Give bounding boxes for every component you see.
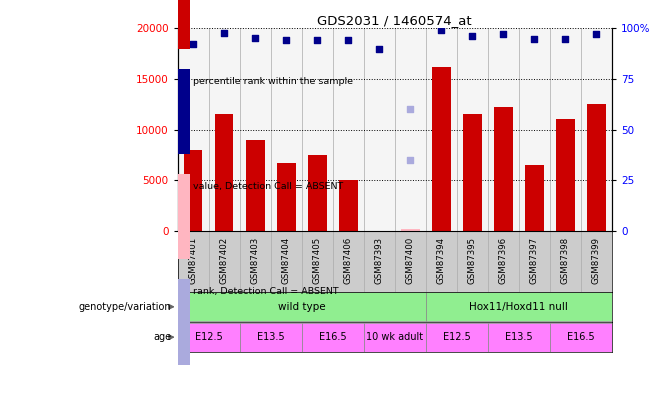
Text: E12.5: E12.5 [195,332,222,342]
Point [343,37,353,44]
Point [467,33,478,40]
Bar [178,322,240,352]
Text: GSM87405: GSM87405 [313,237,322,284]
Bar [302,322,364,352]
Text: E16.5: E16.5 [567,332,595,342]
Point [436,27,447,34]
Text: E16.5: E16.5 [319,332,347,342]
Point [591,31,601,38]
Point [529,36,540,43]
Bar [401,229,420,231]
Text: GSM87406: GSM87406 [343,237,353,284]
Text: percentile rank within the sample: percentile rank within the sample [193,77,353,85]
Bar [426,292,612,322]
Bar [339,180,357,231]
Text: GSM87393: GSM87393 [375,237,384,284]
Point [219,30,230,36]
Text: age: age [153,332,171,342]
Point [405,106,416,113]
Bar [463,114,482,231]
Bar [587,104,606,231]
Text: 10 wk adult: 10 wk adult [367,332,423,342]
Title: GDS2031 / 1460574_at: GDS2031 / 1460574_at [318,14,472,27]
Point [312,37,322,44]
Bar [426,322,488,352]
Bar [246,140,265,231]
Bar [550,322,612,352]
Text: GSM87402: GSM87402 [220,237,229,284]
Text: GSM87398: GSM87398 [561,237,570,284]
Bar [488,322,550,352]
Bar [215,114,234,231]
Point [281,37,291,44]
Bar [525,165,544,231]
Text: Hox11/Hoxd11 null: Hox11/Hoxd11 null [469,302,569,312]
Text: GSM87401: GSM87401 [189,237,197,284]
Text: rank, Detection Call = ABSENT: rank, Detection Call = ABSENT [193,287,338,296]
Text: E13.5: E13.5 [505,332,533,342]
Bar [364,322,426,352]
Text: E13.5: E13.5 [257,332,284,342]
Text: GSM87395: GSM87395 [468,237,477,284]
Text: GSM87397: GSM87397 [530,237,539,284]
Bar [308,155,326,231]
Bar [178,292,426,322]
Text: GSM87399: GSM87399 [592,237,601,284]
Point [405,157,416,163]
Bar [184,150,203,231]
Bar [494,107,513,231]
Text: GSM87394: GSM87394 [437,237,446,284]
Text: GSM87396: GSM87396 [499,237,508,284]
Text: E12.5: E12.5 [443,332,470,342]
Text: GSM87403: GSM87403 [251,237,260,284]
Bar [277,163,295,231]
Text: wild type: wild type [278,302,326,312]
Point [374,45,384,52]
Point [250,35,261,42]
Text: GSM87404: GSM87404 [282,237,291,284]
Text: genotype/variation: genotype/variation [78,302,171,312]
Bar [432,67,451,231]
Text: value, Detection Call = ABSENT: value, Detection Call = ABSENT [193,182,343,191]
Bar [240,322,302,352]
Point [560,36,570,43]
Text: GSM87400: GSM87400 [406,237,415,284]
Bar [556,119,574,231]
Point [188,40,199,47]
Point [498,31,509,38]
